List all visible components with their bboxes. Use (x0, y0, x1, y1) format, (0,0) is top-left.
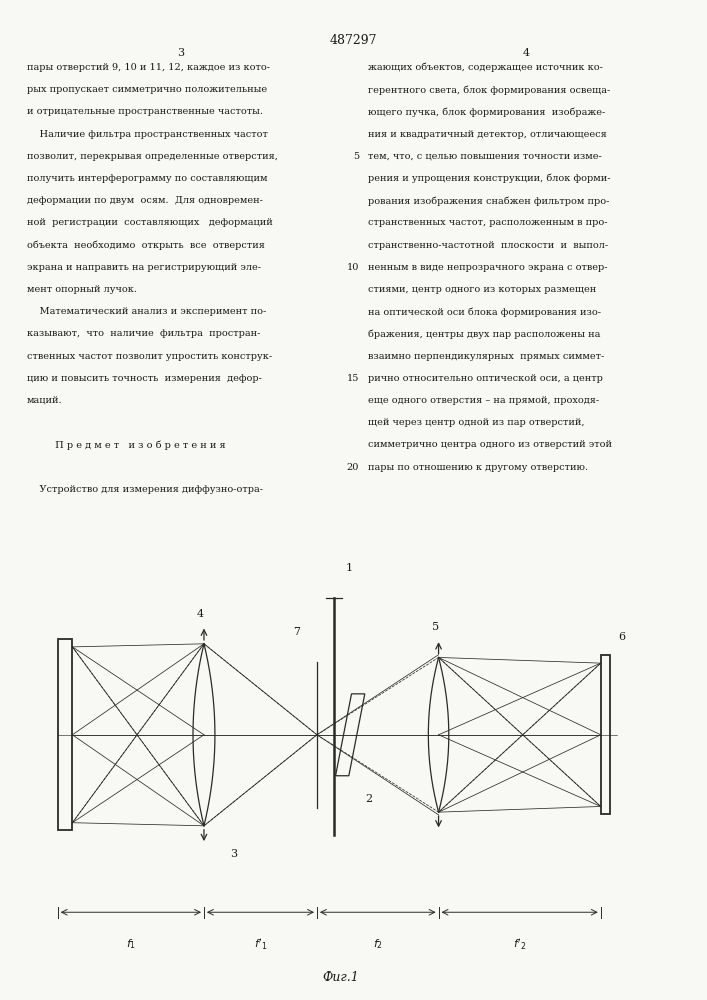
Text: $f_2$: $f_2$ (373, 937, 382, 951)
Text: 3: 3 (230, 849, 238, 859)
Text: получить интерферограмму по составляющим: получить интерферограмму по составляющим (27, 174, 267, 183)
Text: 5: 5 (432, 622, 439, 632)
Text: ния и квадратичный детектор, отличающееся: ния и квадратичный детектор, отличающеес… (368, 130, 607, 139)
Text: рых пропускает симметрично положительные: рых пропускает симметрично положительные (27, 85, 267, 94)
Text: 6: 6 (618, 632, 625, 642)
Text: Устройство для измерения диффузно-отра-: Устройство для измерения диффузно-отра- (27, 485, 263, 494)
Text: Наличие фильтра пространственных частот: Наличие фильтра пространственных частот (27, 130, 268, 139)
Text: 2: 2 (365, 794, 372, 804)
Text: странственно-частотной  плоскости  и  выпол-: странственно-частотной плоскости и выпол… (368, 241, 608, 250)
Text: 10: 10 (346, 263, 359, 272)
Text: 487297: 487297 (329, 34, 378, 47)
Text: рения и упрощения конструкции, блок форми-: рения и упрощения конструкции, блок форм… (368, 174, 610, 183)
Text: рования изображения снабжен фильтром про-: рования изображения снабжен фильтром про… (368, 196, 609, 206)
Bar (601, 655, 610, 814)
Text: 3: 3 (177, 48, 184, 58)
Text: на оптической оси блока формирования изо-: на оптической оси блока формирования изо… (368, 307, 601, 317)
Text: маций.: маций. (27, 396, 62, 405)
Text: объекта  необходимо  открыть  все  отверстия: объекта необходимо открыть все отверстия (27, 241, 264, 250)
Text: и отрицательные пространственные частоты.: и отрицательные пространственные частоты… (27, 107, 263, 116)
Text: экрана и направить на регистрирующий эле-: экрана и направить на регистрирующий эле… (27, 263, 261, 272)
Text: 4: 4 (197, 609, 204, 619)
Text: пары по отношению к другому отверстию.: пары по отношению к другому отверстию. (368, 463, 588, 472)
Text: тем, что, с целью повышения точности изме-: тем, что, с целью повышения точности изм… (368, 152, 602, 161)
Text: ненным в виде непрозрачного экрана с отвер-: ненным в виде непрозрачного экрана с отв… (368, 263, 607, 272)
Text: странственных частот, расположенным в про-: странственных частот, расположенным в пр… (368, 218, 607, 227)
Bar (58, 639, 72, 830)
Text: 1: 1 (346, 563, 353, 573)
Text: $f'_2$: $f'_2$ (513, 937, 526, 952)
Text: симметрично центра одного из отверстий этой: симметрично центра одного из отверстий э… (368, 440, 612, 449)
Text: 20: 20 (346, 463, 359, 472)
Text: мент опорный лучок.: мент опорный лучок. (27, 285, 137, 294)
Text: бражения, центры двух пар расположены на: бражения, центры двух пар расположены на (368, 329, 600, 339)
Text: деформации по двум  осям.  Для одновремен-: деформации по двум осям. Для одновремен- (27, 196, 263, 205)
Text: казывают,  что  наличие  фильтра  простран-: казывают, что наличие фильтра простран- (27, 329, 260, 338)
Text: позволит, перекрывая определенные отверстия,: позволит, перекрывая определенные отверс… (27, 152, 278, 161)
Text: 5: 5 (353, 152, 359, 161)
Text: 15: 15 (346, 374, 359, 383)
Text: ющего пучка, блок формирования  изображе-: ющего пучка, блок формирования изображе- (368, 107, 605, 117)
Text: ной  регистрации  составляющих   деформаций: ной регистрации составляющих деформаций (27, 218, 273, 227)
Text: Фиг.1: Фиг.1 (322, 971, 358, 984)
Text: 7: 7 (293, 627, 300, 637)
Text: щей через центр одной из пар отверстий,: щей через центр одной из пар отверстий, (368, 418, 584, 427)
Text: взаимно перпендикулярных  прямых симмет-: взаимно перпендикулярных прямых симмет- (368, 352, 604, 361)
Text: цию и повысить точность  измерения  дефор-: цию и повысить точность измерения дефор- (27, 374, 262, 383)
Text: еще одного отверстия – на прямой, проходя-: еще одного отверстия – на прямой, проход… (368, 396, 599, 405)
Text: герентного света, блок формирования освеща-: герентного света, блок формирования осве… (368, 85, 610, 95)
Text: стиями, центр одного из которых размещен: стиями, центр одного из которых размещен (368, 285, 596, 294)
Text: П р е д м е т   и з о б р е т е н и я: П р е д м е т и з о б р е т е н и я (27, 440, 226, 450)
Text: ственных частот позволит упростить конструк-: ственных частот позволит упростить конст… (27, 352, 272, 361)
Text: Математический анализ и эксперимент по-: Математический анализ и эксперимент по- (27, 307, 266, 316)
Text: $f_1$: $f_1$ (126, 937, 136, 951)
Text: рично относительно оптической оси, а центр: рично относительно оптической оси, а цен… (368, 374, 602, 383)
Text: $f'_1$: $f'_1$ (254, 937, 267, 952)
Text: 4: 4 (523, 48, 530, 58)
Text: пары отверстий 9, 10 и 11, 12, каждое из кото-: пары отверстий 9, 10 и 11, 12, каждое из… (27, 63, 270, 72)
Text: жающих объектов, содержащее источник ко-: жающих объектов, содержащее источник ко- (368, 63, 602, 73)
